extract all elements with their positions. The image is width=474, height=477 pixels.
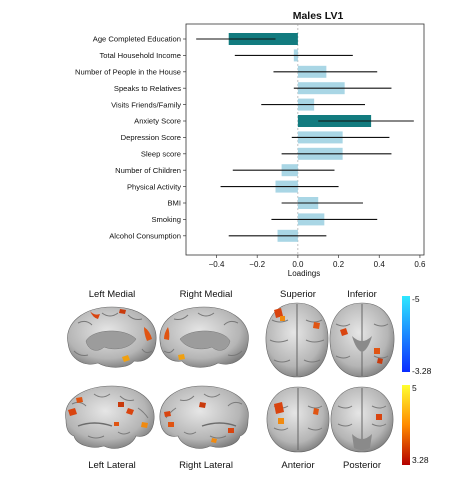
view-label-left-medial: Left Medial — [88, 289, 136, 300]
category-labels: Age Completed Education Total Household I… — [75, 35, 181, 241]
brain-left-lateral — [65, 385, 155, 449]
x-tick-label: 0.0 — [292, 260, 304, 269]
view-label-right-lateral: Right Lateral — [179, 460, 233, 471]
x-tick-label: −0.2 — [249, 260, 265, 269]
view-label-superior: Superior — [280, 289, 316, 300]
view-label-left-lateral: Left Lateral — [88, 460, 136, 471]
view-label-posterior: Posterior — [342, 460, 382, 471]
category-label: Age Completed Education — [93, 35, 181, 44]
category-label: Anxiety Score — [134, 117, 181, 126]
brain-right-medial — [159, 306, 249, 368]
plot-frame — [185, 23, 425, 256]
x-axis-label: Loadings — [288, 269, 320, 278]
category-label: Total Household Income — [100, 51, 181, 60]
category-label: Visits Friends/Family — [111, 100, 181, 109]
x-tick-label: −0.4 — [209, 260, 225, 269]
brain-superior — [265, 302, 329, 378]
view-label-anterior: Anterior — [281, 460, 315, 471]
colorbar-positive — [402, 385, 410, 465]
brain-inferior — [329, 302, 395, 378]
x-tick-label: 0.6 — [414, 260, 426, 269]
brain-posterior — [330, 386, 394, 453]
x-tick-label: 0.2 — [333, 260, 345, 269]
category-label: Depression Score — [121, 133, 181, 142]
category-label: Speaks to Relatives — [114, 84, 181, 93]
chart-title: Males LV1 — [293, 10, 344, 22]
brain-anterior — [266, 386, 330, 453]
colorbar-negative — [402, 296, 410, 372]
colorbar-negative-top-label: -5 — [412, 294, 420, 304]
brain-right-lateral — [159, 385, 249, 449]
category-label: Physical Activity — [127, 182, 181, 191]
category-label: BMI — [167, 199, 181, 208]
brain-left-medial — [67, 306, 157, 368]
x-axis-ticks: −0.4 −0.2 0.0 0.2 0.4 0.6 — [183, 38, 426, 269]
view-label-right-medial: Right Medial — [179, 289, 233, 300]
category-label: Number of Children — [115, 166, 181, 175]
bars-layer — [196, 24, 414, 255]
colorbar-negative-bottom-label: -3.28 — [412, 366, 432, 376]
category-label: Number of People in the House — [75, 68, 181, 77]
loadings-chart: Males LV1 Age Completed Education Total H… — [75, 10, 426, 278]
category-label: Alcohol Consumption — [109, 232, 181, 241]
colorbar-positive-bottom-label: 3.28 — [412, 455, 429, 465]
category-label: Sleep score — [141, 150, 181, 159]
x-tick-label: 0.4 — [374, 260, 386, 269]
view-label-inferior: Inferior — [347, 289, 377, 300]
category-label: Smoking — [151, 215, 181, 224]
colorbar-positive-top-label: 5 — [412, 383, 417, 393]
